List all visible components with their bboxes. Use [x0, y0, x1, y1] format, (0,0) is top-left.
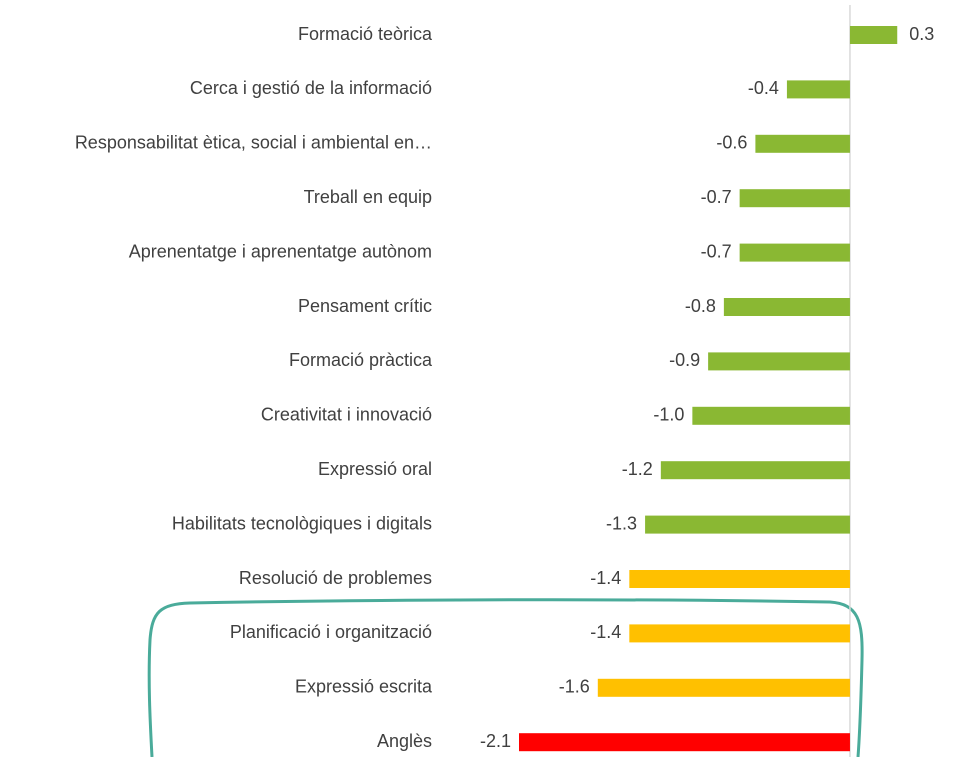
bar: [692, 406, 850, 425]
bar: [739, 189, 850, 208]
bar: [739, 243, 850, 262]
value-label: -0.7: [701, 187, 732, 207]
bar: [786, 80, 850, 99]
bar: [629, 624, 850, 643]
bar: [723, 298, 850, 316]
category-label: Expressió oral: [318, 459, 432, 479]
category-label: Treball en equip: [304, 187, 432, 207]
bar: [660, 461, 850, 480]
value-label: -0.8: [685, 296, 716, 316]
category-label: Pensament crític: [298, 296, 432, 316]
category-label: Creativitat i innovació: [261, 405, 432, 425]
value-label: -1.4: [590, 622, 621, 642]
bar: [755, 134, 850, 153]
bar: [597, 678, 850, 697]
bar: [629, 570, 850, 588]
value-label: -0.4: [748, 78, 779, 98]
category-label: Formació teòrica: [298, 24, 433, 44]
category-label: Resolució de problemes: [239, 568, 432, 588]
bar: [708, 352, 850, 371]
value-label: 0.3: [909, 24, 934, 44]
value-label: -1.3: [606, 513, 637, 533]
category-label: Anglès: [377, 731, 432, 751]
category-label: Responsabilitat ètica, social i ambienta…: [75, 133, 432, 153]
value-label: -0.7: [701, 241, 732, 261]
category-label: Formació pràctica: [289, 350, 433, 370]
category-label: Habilitats tecnològiques i digitals: [172, 513, 432, 533]
bar: [849, 26, 898, 44]
value-label: -2.1: [480, 731, 511, 751]
value-label: -1.4: [590, 568, 621, 588]
value-label: -1.2: [622, 459, 653, 479]
bar: [519, 733, 850, 752]
highlight-box: [147, 598, 864, 757]
value-label: -0.9: [669, 350, 700, 370]
value-label: -1.6: [559, 677, 590, 697]
category-label: Aprenentatge i aprenentatge autònom: [129, 241, 432, 261]
value-label: -1.0: [653, 405, 684, 425]
category-label: Planificació i organització: [230, 622, 432, 642]
category-label: Expressió escrita: [295, 677, 433, 697]
bar: [645, 515, 850, 534]
value-label: -0.6: [716, 133, 747, 153]
category-label: Cerca i gestió de la informació: [190, 78, 432, 98]
